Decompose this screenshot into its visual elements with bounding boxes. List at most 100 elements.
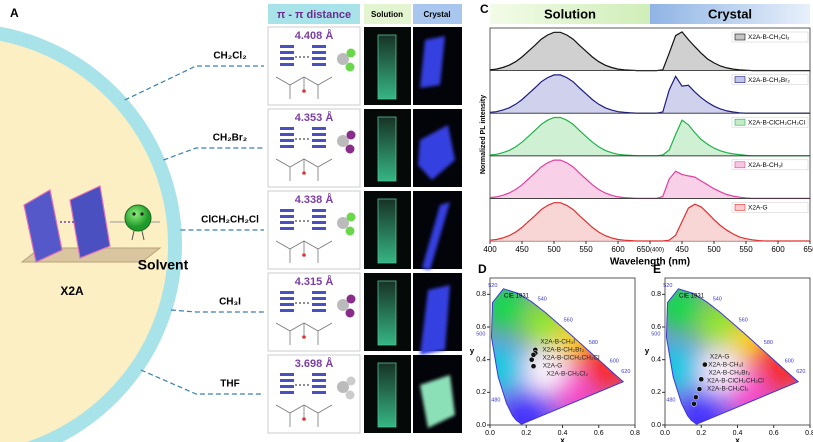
crystal [422, 202, 450, 270]
wavelength-label: 580 [764, 340, 773, 346]
stack [312, 145, 326, 148]
wavelength-label: 580 [589, 340, 598, 346]
legend-box [731, 74, 809, 85]
area [490, 32, 650, 71]
wavelength-label: 600 [785, 359, 794, 365]
wavelength-label: 620 [621, 369, 630, 375]
legend-box [731, 202, 809, 213]
x-tick-label: 500 [707, 245, 721, 254]
stack [280, 215, 294, 218]
panel-label: C [480, 2, 489, 16]
area [490, 117, 650, 156]
wavelength-label: 620 [796, 369, 805, 375]
point-label: X2A-G [710, 353, 730, 360]
wavelength-label: 520 [488, 283, 497, 289]
slab [69, 185, 111, 259]
stack [280, 221, 294, 224]
point [691, 400, 697, 407]
stack [312, 209, 326, 212]
solvent-name: THF [220, 379, 239, 390]
point-label: X2A-B-CH₂Br₂ [708, 369, 750, 376]
stack [280, 297, 294, 300]
solvent-name: CH₂Br₂ [213, 133, 247, 144]
spectrum [489, 116, 650, 157]
solvent-ball [124, 204, 152, 232]
wavelength-label: 500 [651, 332, 660, 338]
area [490, 160, 650, 199]
oxygen [302, 335, 306, 339]
gamut-color [491, 341, 526, 394]
x-tick-label: 450 [675, 245, 689, 254]
skeleton [275, 240, 333, 263]
x-tick-label: 450 [515, 245, 529, 254]
point-label: X2A-B-ClCH₂CH₂Cl [707, 377, 765, 384]
area [650, 76, 810, 114]
stack [280, 139, 294, 142]
header: Solution [371, 10, 403, 19]
x-axis-label: x [735, 436, 740, 442]
header: Solution [544, 6, 596, 21]
connector [124, 65, 264, 101]
point-label: X2A-G [543, 363, 563, 370]
crystal [420, 285, 450, 355]
stack [280, 209, 294, 212]
x-tick-label: 0.8 [805, 430, 813, 437]
stack [312, 303, 326, 306]
spectrum [489, 74, 650, 114]
header-box [413, 4, 462, 24]
cuvette [377, 280, 397, 346]
header-crystal [650, 4, 810, 24]
legend-label: X2A-G [748, 205, 768, 212]
stack [312, 127, 326, 130]
molecule-label: X2A [60, 284, 84, 298]
solvent-label: Solvent [138, 257, 189, 273]
solvent-atom [345, 308, 355, 318]
distance: 4.353 Å [295, 111, 334, 124]
skeleton [275, 158, 333, 181]
y-tick-label: 0.4 [651, 357, 661, 364]
spectrum [489, 159, 650, 199]
legend-box [731, 159, 809, 171]
point [528, 356, 535, 363]
stack [280, 391, 294, 394]
header-box [268, 4, 360, 24]
point-label: X2A-B-CH₂Cl₂ [707, 385, 749, 392]
spectrum [650, 203, 810, 242]
spectrum [489, 31, 650, 72]
x-tick-label: 0.0 [485, 430, 495, 437]
solvent-atom [346, 130, 356, 140]
x-tick-label: 0.4 [733, 430, 743, 437]
stack [280, 373, 294, 376]
legend-swatch [734, 161, 746, 169]
header: Crystal [708, 6, 752, 21]
stack [312, 139, 326, 142]
y-tick-label: 0.8 [651, 291, 661, 298]
y-axis-label: Normalized PL intensity [480, 95, 487, 174]
distance: 3.698 Å [295, 357, 334, 370]
cuvette [377, 116, 397, 182]
y-tick-label: 0.0 [476, 422, 486, 429]
stack [312, 385, 326, 388]
legend-swatch [734, 33, 746, 41]
stack [280, 145, 294, 148]
stack [312, 379, 326, 382]
header-solution [490, 4, 650, 24]
wavelength-label: 540 [713, 296, 722, 302]
solvent-atom [337, 299, 349, 311]
x-axis-label: Wavelength (nm) [610, 257, 690, 268]
cuvette [377, 362, 397, 428]
legend-label: X2A-B-ClCH₂CH₂Cl [748, 119, 806, 126]
stack [312, 45, 326, 48]
legend-swatch [734, 118, 746, 126]
x-tick-label: 500 [547, 245, 561, 254]
legend-label: X2A-B-CH₂Br₂ [748, 77, 790, 84]
area [490, 202, 650, 241]
point-label: X2A-B-CH₂Cl₂ [547, 371, 589, 378]
gamut-color [695, 345, 748, 398]
point [530, 351, 537, 358]
skeleton [275, 76, 333, 99]
stack [280, 57, 294, 60]
legend-swatch [734, 76, 746, 83]
spectrum [489, 202, 650, 242]
solvent-atom [346, 376, 356, 386]
